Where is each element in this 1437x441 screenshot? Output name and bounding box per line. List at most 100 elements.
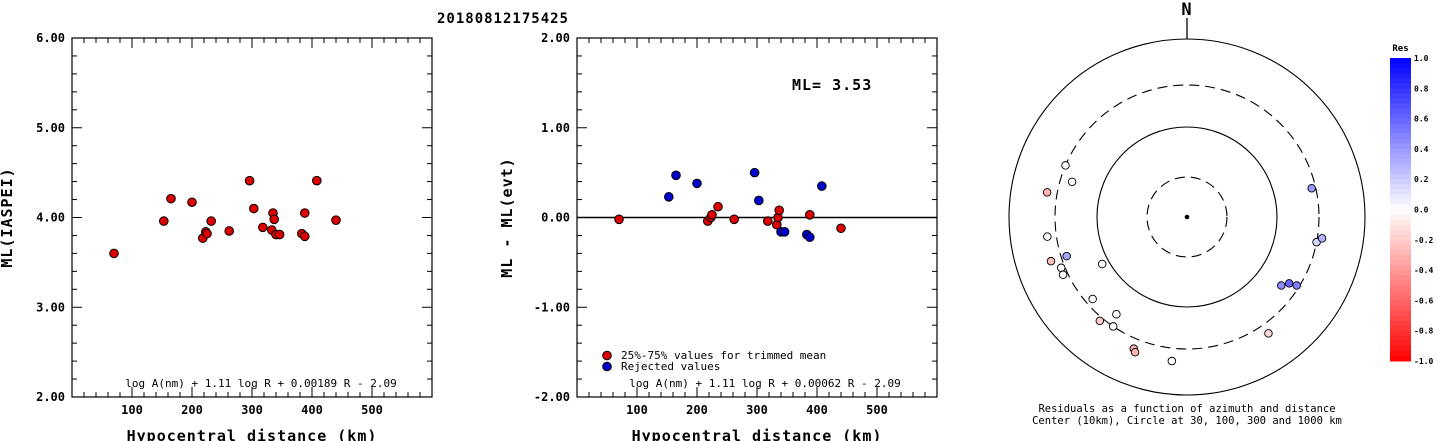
- data-point: [754, 195, 764, 206]
- x-tick-label: 400: [301, 403, 323, 417]
- distance-ring: [1054, 84, 1320, 350]
- colorbar-segment: [1390, 194, 1411, 200]
- colorbar-tick-label: 0.0: [1414, 206, 1429, 215]
- colorbar-segment: [1390, 224, 1411, 231]
- colorbar-segment: [1390, 209, 1411, 216]
- colorbar-segment: [1390, 93, 1411, 99]
- data-point: [159, 216, 169, 226]
- legend-label: 25%-75% values for trimmed mean: [621, 349, 826, 362]
- data-point: [692, 178, 702, 189]
- data-point: [749, 167, 760, 178]
- station-marker: [1284, 279, 1294, 288]
- data-point: [166, 193, 176, 204]
- station-marker: [1292, 281, 1301, 290]
- data-point: [779, 227, 790, 237]
- colorbar-tick-label: 0.4: [1414, 145, 1429, 154]
- colorbar-tick-label: -1.0: [1414, 357, 1433, 366]
- colorbar-segment: [1390, 219, 1411, 226]
- colorbar-segment: [1390, 133, 1411, 140]
- formula-text: log A(nm) + 1.11 log R + 0.00062 R - 2.0…: [629, 377, 901, 390]
- left-panel: 100 200 300 400 500 2.00 3.00 4.00 5.00 6.00 Hypoc…: [0, 31, 433, 441]
- colorbar-segment: [1390, 63, 1411, 69]
- colorbar-segment: [1390, 174, 1411, 180]
- colorbar-segment: [1390, 103, 1411, 109]
- data-point: [187, 197, 197, 208]
- colorbar-segment: [1390, 98, 1411, 104]
- data-point: [729, 214, 740, 225]
- y-axis-label: ML - ML(evt): [498, 157, 516, 277]
- x-tick-label: 100: [121, 403, 143, 417]
- x-tick-label: 200: [181, 403, 203, 417]
- x-tick-label: 500: [361, 403, 383, 417]
- x-tick-label: 200: [686, 403, 708, 417]
- data-point: [836, 223, 846, 234]
- colorbar-segment: [1390, 295, 1411, 301]
- colorbar-segment: [1390, 199, 1411, 205]
- colorbar-segment: [1390, 244, 1411, 251]
- station-marker: [1317, 234, 1327, 243]
- colorbar-segment: [1390, 285, 1411, 291]
- y-tick-label: 4.00: [36, 211, 65, 225]
- data-point: [274, 229, 285, 240]
- colorbar-segment: [1390, 138, 1411, 145]
- figure-title: 20180812175425: [437, 11, 569, 27]
- north-label: N: [1181, 0, 1192, 20]
- station-marker: [1043, 232, 1052, 241]
- station-marker: [1097, 259, 1107, 269]
- colorbar-segment: [1390, 164, 1411, 170]
- colorbar-tick-label: -0.2: [1414, 236, 1433, 245]
- station-marker: [1067, 177, 1077, 187]
- y-tick-label: 3.00: [36, 300, 65, 314]
- colorbar-segment: [1390, 270, 1411, 276]
- data-point: [206, 216, 216, 226]
- colorbar-segment: [1390, 88, 1411, 94]
- distance-ring: [1008, 38, 1366, 396]
- station-marker: [1062, 251, 1071, 261]
- station-marker: [1046, 256, 1056, 266]
- x-tick-label: 500: [866, 403, 888, 417]
- colorbar-segment: [1390, 123, 1411, 130]
- colorbar-segment: [1390, 290, 1411, 296]
- distance-ring: [1146, 176, 1228, 258]
- colorbar-segment: [1390, 83, 1411, 89]
- colorbar-segment: [1390, 315, 1411, 322]
- colorbar-segment: [1390, 68, 1411, 74]
- colorbar-tick-label: -0.8: [1414, 327, 1433, 336]
- colorbar-segment: [1390, 280, 1411, 286]
- data-point: [109, 248, 119, 259]
- colorbar-segment: [1390, 355, 1411, 362]
- colorbar-segment: [1390, 78, 1411, 84]
- colorbar-title: Res: [1392, 44, 1408, 54]
- station-marker: [1167, 356, 1177, 366]
- data-point: [763, 216, 773, 226]
- x-axis-label: Hypocentral distance (km): [127, 427, 378, 441]
- ml-annotation: ML= 3.53: [792, 76, 872, 94]
- x-tick-label: 300: [746, 403, 768, 417]
- colorbar-segment: [1390, 58, 1411, 64]
- colorbar-segment: [1390, 143, 1411, 150]
- data-point: [817, 181, 827, 191]
- y-tick-label: 2.00: [541, 31, 570, 45]
- colorbar-tick-label: 0.6: [1414, 115, 1429, 124]
- plot-frame: [71, 37, 433, 398]
- y-tick-label: 1.00: [541, 121, 570, 135]
- colorbar-segment: [1390, 254, 1411, 261]
- colorbar-segment: [1390, 153, 1411, 160]
- data-point: [331, 215, 341, 225]
- station-marker: [1264, 329, 1273, 338]
- station-marker: [1095, 316, 1105, 326]
- data-point: [258, 222, 268, 233]
- distance-ring: [1096, 126, 1278, 308]
- data-point: [671, 170, 681, 181]
- colorbar-segment: [1390, 300, 1411, 306]
- y-tick-label: 2.00: [36, 390, 65, 404]
- legend-marker: [602, 361, 612, 372]
- colorbar-segment: [1390, 310, 1411, 317]
- x-tick-label: 300: [241, 403, 263, 417]
- y-tick-label: 0.00: [541, 211, 570, 225]
- colorbar-segment: [1390, 345, 1411, 352]
- y-tick-label: -2.00: [534, 390, 570, 404]
- station-marker: [1061, 161, 1070, 170]
- colorbar-segment: [1390, 265, 1411, 271]
